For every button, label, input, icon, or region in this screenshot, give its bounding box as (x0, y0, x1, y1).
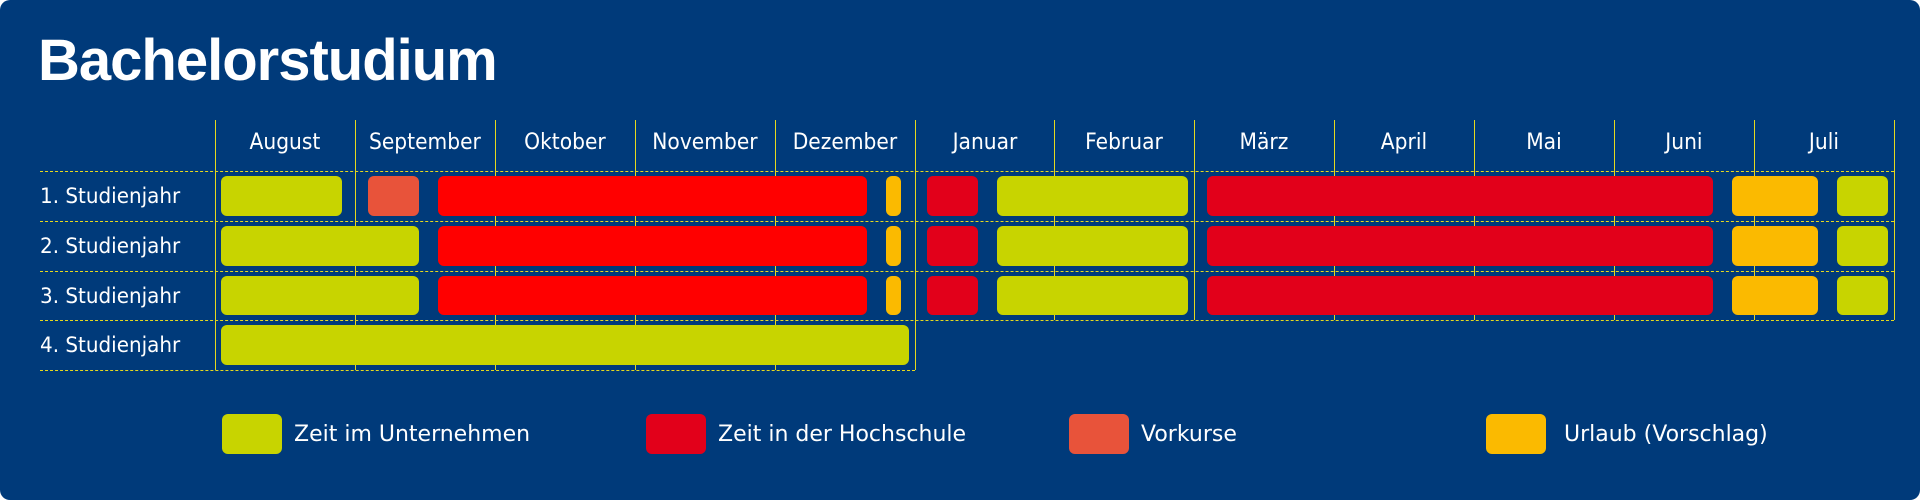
month-label: August (249, 130, 321, 155)
month-divider (215, 120, 216, 370)
month-label: Dezember (792, 130, 897, 155)
segment-vacation (1731, 225, 1818, 266)
segment-university (1207, 225, 1713, 266)
segment-company (997, 275, 1189, 316)
row-divider (40, 171, 1894, 172)
segment-prep-course (367, 176, 419, 216)
month-label: Oktober (523, 130, 606, 155)
month-divider (1054, 120, 1056, 321)
month-label: April (1380, 130, 1428, 155)
legend-label: Zeit in der Hochschule (718, 422, 967, 447)
segment-company (1836, 275, 1888, 316)
segment-vacation (1731, 176, 1818, 216)
segment-vacation (885, 225, 902, 266)
month-label: Mai (1526, 130, 1562, 155)
segment-vacation (1731, 275, 1818, 316)
month-divider (1753, 120, 1755, 321)
segment-company (1836, 225, 1888, 266)
legend-swatch (1069, 414, 1129, 454)
month-divider (1893, 120, 1895, 321)
row-label-year-3: 3. Studienjahr (40, 283, 181, 308)
row-divider (40, 270, 1894, 272)
month-label: Februar (1085, 130, 1164, 155)
month-divider (1194, 120, 1196, 321)
legend-swatch (222, 414, 282, 454)
legend-label: Vorkurse (1141, 422, 1237, 447)
segment-university (927, 225, 979, 266)
month-divider (1474, 120, 1476, 321)
legend-label: Zeit im Unternehmen (294, 422, 531, 447)
month-label: Januar (952, 130, 1017, 155)
segment-company (221, 225, 419, 266)
segment-university (1207, 176, 1713, 216)
row-divider (40, 220, 1894, 222)
segment-company (997, 225, 1189, 266)
month-label: September (368, 130, 481, 155)
month-label: März (1239, 130, 1289, 155)
segment-company (1836, 176, 1888, 216)
row-label-year-1: 1. Studienjahr (40, 184, 181, 208)
segment-vacation (885, 275, 902, 316)
legend-swatch (1486, 414, 1546, 454)
month-divider (1614, 120, 1615, 321)
segment-vacation (885, 176, 902, 216)
legend-swatch (646, 414, 706, 454)
row-divider (40, 320, 1894, 322)
row-divider (40, 370, 915, 371)
month-divider (1334, 120, 1336, 321)
segment-company (221, 275, 419, 316)
page-title: Bachelorstudium (38, 28, 498, 93)
segment-university (927, 176, 979, 216)
month-label: Juni (1665, 130, 1703, 155)
segment-company (997, 176, 1189, 216)
segment-company (221, 176, 342, 216)
segment-university (1207, 275, 1713, 316)
month-label: November (651, 130, 758, 155)
segment-company (221, 325, 909, 365)
month-divider (914, 120, 916, 370)
month-label: Juli (1808, 130, 1839, 155)
segment-university (437, 225, 867, 266)
row-label-year-4: 4. Studienjahr (40, 333, 181, 358)
segment-university (927, 275, 979, 316)
row-label-year-2: 2. Studienjahr (40, 233, 181, 258)
legend-label: Urlaub (Vorschlag) (1564, 422, 1768, 447)
segment-university (437, 176, 867, 216)
segment-university (437, 275, 867, 316)
